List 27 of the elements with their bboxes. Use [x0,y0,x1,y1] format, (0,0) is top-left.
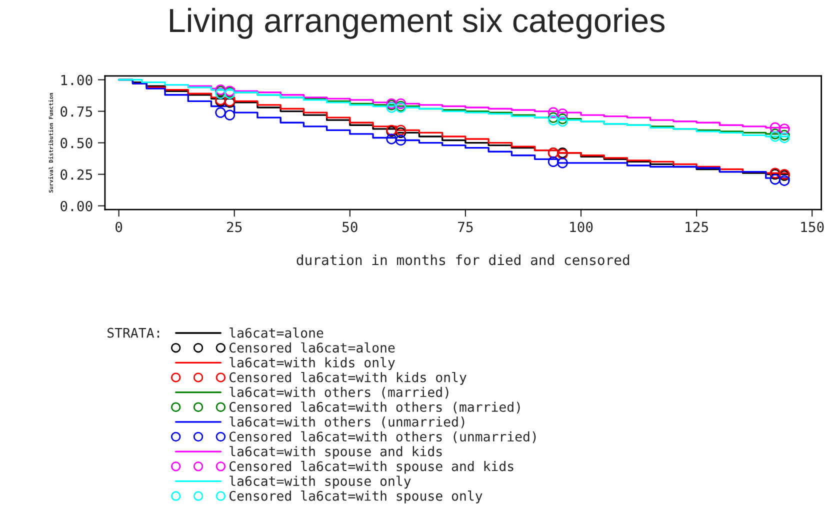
legend-label: Censored la6cat=with kids only [230,372,466,385]
y-tick-label: 0.75 [60,106,92,117]
legend-label: la6cat=with others (married) [230,386,448,399]
legend-label: la6cat=with others (unmarried) [230,416,464,428]
legend-title: STRATA: [108,328,160,338]
y-tick-label: 1.00 [61,74,92,86]
x-tick-label: 125 [686,222,708,232]
x-tick-label: 0 [116,222,122,232]
y-tick-label: 0.50 [60,138,92,148]
x-tick-label: 100 [570,222,593,232]
legend-label: Censored la6cat=with spouse and kids [230,460,514,474]
x-tick-label: 75 [458,222,473,232]
chart-title: Living arrangement six categories [170,8,665,39]
legend-label: Censored la6cat=with spouse only [230,490,482,504]
y-tick-label: 0.00 [60,200,92,212]
legend-label: Censored la6cat=with others (unmarried) [230,431,536,444]
legend-label: la6cat=with spouse only [230,476,411,489]
legend-label: la6cat=with spouse and kids [230,446,442,459]
x-tick-label: 150 [801,222,824,232]
legend-label: la6cat=with kids only [230,357,395,370]
y-tick-label: 0.25 [60,169,92,180]
x-tick-label: 50 [342,222,358,232]
legend-label: Censored la6cat=with others (married) [230,402,520,414]
x-axis-title: duration in months for died and censored [296,254,630,266]
x-tick-label: 25 [227,222,242,232]
legend-label: la6cat=alone [230,328,324,338]
legend-label: Censored la6cat=alone [230,342,395,353]
